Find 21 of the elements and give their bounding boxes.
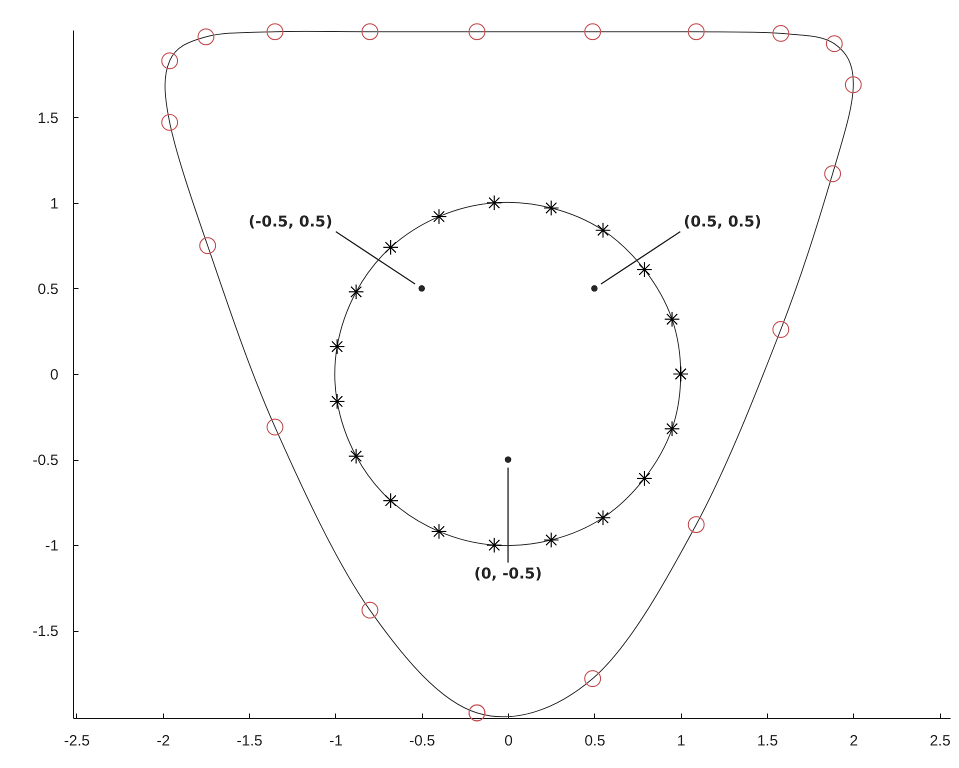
y-tick-label: 1: [50, 195, 58, 212]
x-tick-label: 0: [504, 732, 513, 750]
x-tick-label: 1: [677, 732, 686, 750]
y-tick-label: -1: [45, 538, 58, 555]
y-tick-label: 0.5: [38, 280, 58, 298]
x-tick-label: 2: [850, 732, 858, 750]
annotation: (0.5, 0.5): [684, 212, 762, 230]
y-tick-label: -1.5: [32, 623, 58, 640]
annotation: (-0.5, 0.5): [248, 212, 332, 230]
x-tick-label: -0.5: [409, 732, 436, 750]
x-tick-label: 0.5: [584, 732, 606, 750]
x-tick-label: 2.5: [930, 732, 951, 750]
y-tick-label: 1.5: [38, 110, 58, 127]
x-tick-label: 1.5: [757, 732, 778, 750]
x-tick-label: -1: [329, 732, 343, 750]
y-tick-label: -0.5: [32, 452, 58, 470]
annotation: (0, -0.5): [474, 564, 542, 583]
x-tick-label: -2.5: [64, 732, 90, 750]
x-tick-label: -2: [156, 732, 170, 750]
y-tick-label: 0: [50, 366, 58, 384]
x-tick-label: -1.5: [236, 732, 263, 750]
